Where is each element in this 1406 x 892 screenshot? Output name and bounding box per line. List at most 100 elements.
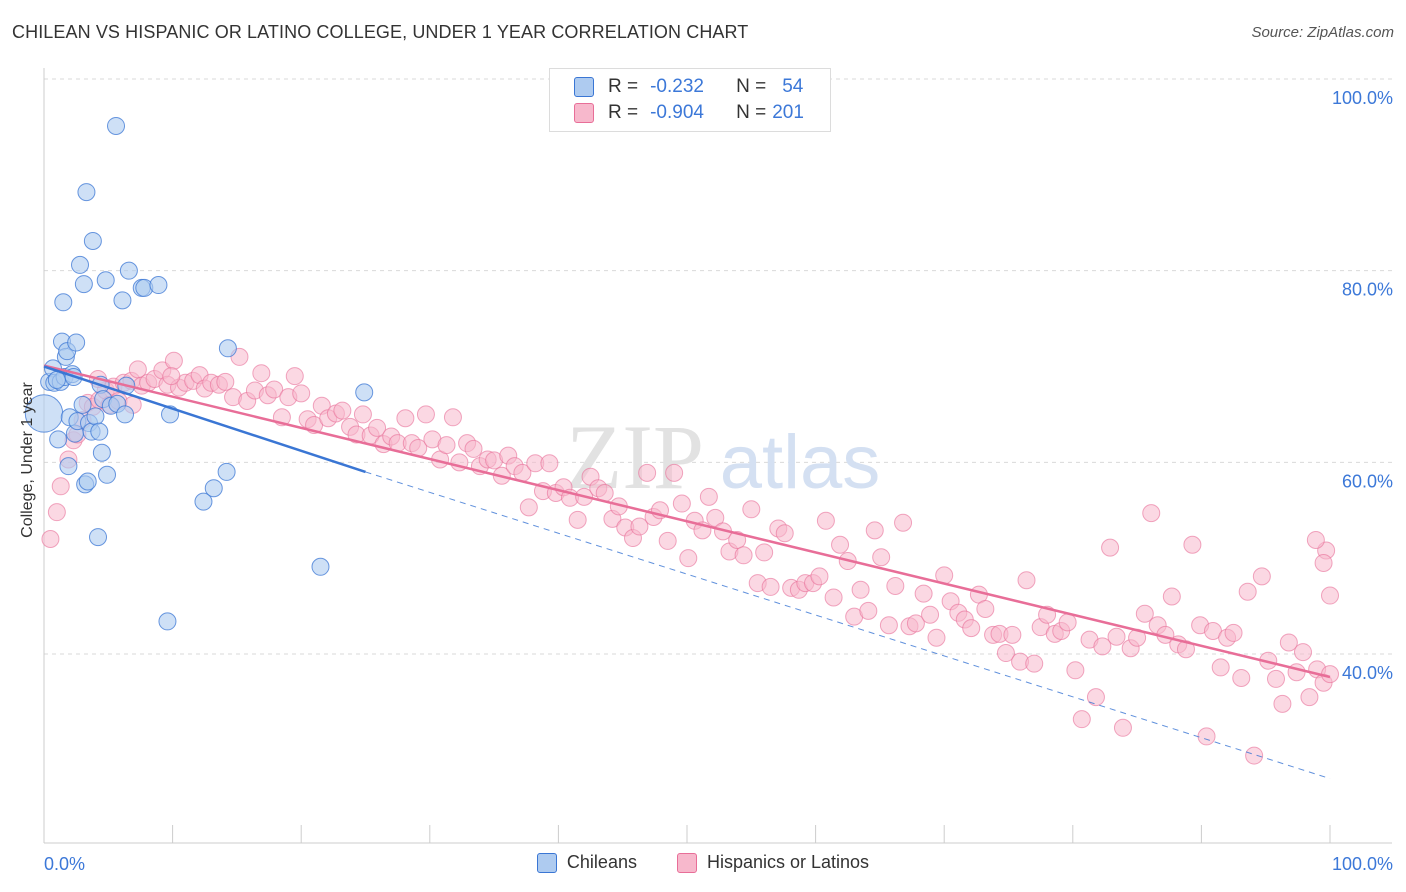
n-value: 201 bbox=[772, 102, 804, 123]
legend-row-chileans: R = -0.232 N = 54 bbox=[574, 75, 803, 99]
chilean-points bbox=[24, 116, 374, 631]
chilean-point bbox=[74, 275, 93, 294]
hispanic-point bbox=[396, 409, 415, 428]
legend-swatch-blue bbox=[574, 77, 594, 97]
chilean-point bbox=[77, 183, 96, 202]
legend-item-hispanics: Hispanics or Latinos bbox=[676, 852, 870, 873]
watermark-atlas: atlas bbox=[720, 420, 881, 505]
hispanic-point bbox=[519, 498, 538, 517]
hispanic-point bbox=[1101, 538, 1120, 557]
n-value: 54 bbox=[782, 76, 804, 97]
hispanic-point bbox=[734, 546, 753, 565]
hispanic-point bbox=[1321, 665, 1339, 684]
hispanic-point bbox=[1197, 727, 1216, 746]
hispanic-point bbox=[1273, 694, 1292, 713]
hispanic-point bbox=[1232, 668, 1251, 687]
hispanic-point bbox=[416, 405, 435, 424]
hispanic-point bbox=[1162, 587, 1181, 606]
series-legend: Chileans Hispanics or Latinos bbox=[0, 852, 1406, 873]
hispanic-point bbox=[437, 436, 456, 455]
chilean-point bbox=[218, 339, 237, 358]
hispanic-point bbox=[1245, 746, 1264, 765]
r-value: -0.232 bbox=[650, 76, 704, 97]
hispanic-point bbox=[859, 601, 878, 620]
hispanic-point bbox=[886, 576, 905, 595]
hispanic-point bbox=[1113, 718, 1132, 737]
hispanic-point bbox=[285, 367, 304, 386]
axes bbox=[43, 68, 1392, 844]
hispanic-point bbox=[672, 494, 691, 513]
gridlines bbox=[44, 78, 1392, 655]
hispanic-point bbox=[962, 619, 981, 638]
chilean-point bbox=[107, 116, 126, 135]
hispanic-point bbox=[914, 584, 933, 603]
chilean-point bbox=[83, 231, 102, 250]
chart-title: CHILEAN VS HISPANIC OR LATINO COLLEGE, U… bbox=[12, 22, 749, 42]
legend-label-hispanics: Hispanics or Latinos bbox=[706, 852, 870, 872]
chilean-point bbox=[73, 395, 92, 414]
hispanic-point bbox=[1017, 571, 1036, 590]
hispanic-points bbox=[41, 347, 1339, 765]
hispanic-point bbox=[1058, 613, 1077, 632]
hispanic-point bbox=[162, 367, 181, 386]
hispanic-point bbox=[1306, 530, 1325, 549]
hispanic-point bbox=[1135, 604, 1154, 623]
hispanic-point bbox=[265, 380, 284, 399]
hispanic-point bbox=[679, 549, 698, 568]
hispanic-point bbox=[540, 454, 559, 473]
chilean-point bbox=[59, 457, 78, 476]
r-value: -0.904 bbox=[650, 102, 704, 123]
hispanic-point bbox=[1176, 640, 1195, 659]
hispanic-point bbox=[1252, 567, 1271, 586]
hispanic-point bbox=[921, 605, 940, 624]
hispanic-point bbox=[1314, 553, 1333, 572]
chilean-point bbox=[149, 276, 168, 295]
n-label: N = bbox=[736, 102, 767, 123]
hispanic-point bbox=[706, 508, 725, 527]
hispanic-point bbox=[51, 477, 70, 496]
hispanic-point bbox=[630, 517, 649, 536]
hispanic-point bbox=[906, 614, 925, 633]
hispanic-point bbox=[568, 510, 587, 529]
hispanic-point bbox=[699, 487, 718, 506]
chilean-point bbox=[96, 271, 115, 290]
legend-swatch-hispanics bbox=[676, 852, 697, 873]
hispanic-point bbox=[1183, 535, 1202, 554]
hispanic-point bbox=[1086, 688, 1105, 707]
hispanic-point bbox=[824, 588, 843, 607]
chilean-point bbox=[92, 443, 111, 462]
hispanic-point bbox=[879, 616, 898, 635]
hispanic-point bbox=[658, 531, 677, 550]
hispanic-point bbox=[761, 577, 780, 596]
hispanic-point bbox=[1300, 688, 1319, 707]
chilean-point bbox=[90, 422, 109, 441]
hispanic-point bbox=[1072, 710, 1091, 729]
hispanic-point bbox=[1003, 625, 1022, 644]
hispanic-point bbox=[216, 372, 235, 391]
hispanic-point bbox=[1211, 658, 1230, 677]
chilean-point bbox=[204, 479, 223, 498]
chilean-trend-extension bbox=[365, 471, 1331, 780]
hispanic-point bbox=[1224, 623, 1243, 642]
chilean-point bbox=[54, 293, 73, 312]
hispanic-point bbox=[1093, 637, 1112, 656]
x-tick-label: 0.0% bbox=[44, 854, 85, 874]
hispanic-point bbox=[1025, 654, 1044, 673]
hispanic-point bbox=[638, 463, 657, 482]
hispanic-point bbox=[368, 418, 387, 437]
y-tick-label: 80.0% bbox=[1342, 280, 1393, 300]
chilean-point bbox=[67, 333, 86, 352]
hispanic-point bbox=[353, 405, 372, 424]
chilean-point bbox=[116, 405, 135, 424]
legend-label-chileans: Chileans bbox=[566, 852, 637, 872]
chilean-point bbox=[78, 472, 97, 491]
hispanic-point bbox=[464, 439, 483, 458]
chilean-point bbox=[119, 261, 138, 280]
hispanic-point bbox=[1266, 669, 1285, 688]
hispanic-point bbox=[292, 384, 311, 403]
y-axis-label: College, Under 1 year bbox=[19, 382, 36, 538]
chilean-point bbox=[355, 383, 374, 402]
hispanic-point bbox=[47, 503, 66, 522]
watermark: ZIP atlas bbox=[566, 406, 880, 508]
legend-swatch-pink bbox=[574, 103, 594, 123]
